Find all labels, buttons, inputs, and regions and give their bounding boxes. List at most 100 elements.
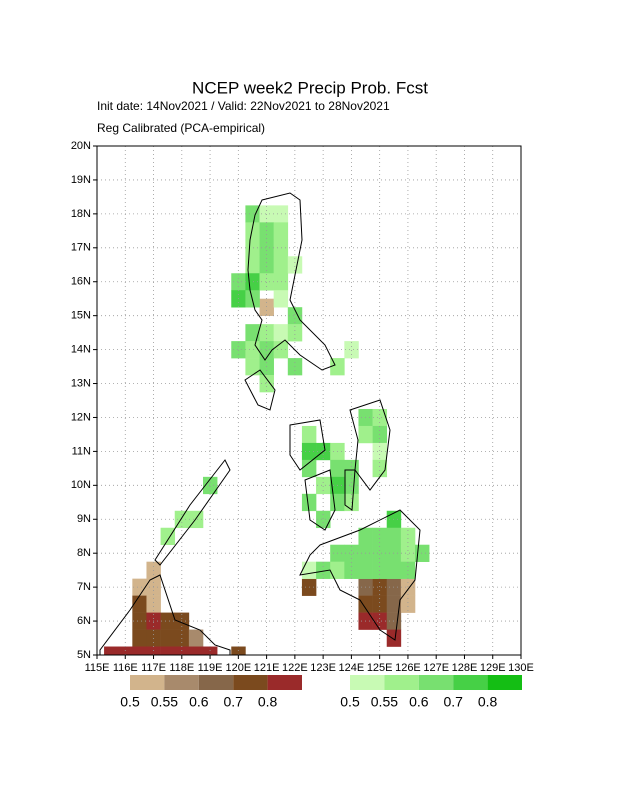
prob-cell xyxy=(386,527,402,546)
prob-cell xyxy=(259,324,274,342)
prob-cell xyxy=(259,341,274,359)
prob-cell xyxy=(372,612,388,630)
prob-cell xyxy=(316,510,331,529)
y-tick-label: 19N xyxy=(71,174,91,186)
prob-cell xyxy=(259,273,274,291)
y-tick-label: 7N xyxy=(77,581,91,593)
prob-cell xyxy=(287,307,303,325)
prob-cell xyxy=(301,425,317,444)
prob-cell xyxy=(259,375,274,393)
y-tick-label: 20N xyxy=(71,140,91,152)
colorbar-label: 0.8 xyxy=(258,694,278,710)
colorbar-swatch xyxy=(233,675,268,690)
prob-cell xyxy=(358,561,373,579)
plot-frame xyxy=(96,145,522,656)
prob-cell xyxy=(160,612,176,630)
prob-cell xyxy=(104,646,119,655)
y-tick-label: 5N xyxy=(77,649,91,661)
prob-cell xyxy=(372,442,388,461)
colorbars: 0.5 0.55 0.6 0.7 0.8 0.5 0.55 0.6 0.7 0.8 xyxy=(120,675,522,710)
x-tick-label: 120E xyxy=(225,662,251,674)
y-tick-label: 15N xyxy=(71,310,91,322)
prob-cell xyxy=(160,646,176,655)
colorbar-swatch xyxy=(384,675,419,690)
prob-cell xyxy=(259,298,274,316)
colorbar-label: 0.55 xyxy=(151,694,178,710)
colorbar-swatch xyxy=(164,675,199,690)
prob-cell xyxy=(273,273,289,291)
x-tick-label: 129E xyxy=(480,662,506,674)
x-tick-label: 118E xyxy=(169,662,194,674)
prob-cell xyxy=(358,527,373,546)
prob-cell xyxy=(273,205,289,223)
y-tick-label: 17N xyxy=(71,242,91,254)
prob-cell xyxy=(160,527,176,546)
y-tick-label: 13N xyxy=(71,377,91,389)
x-tick-label: 130E xyxy=(508,662,534,674)
prob-cell xyxy=(231,273,246,291)
colorbar-label: 0.5 xyxy=(120,694,140,710)
x-tick-label: 123E xyxy=(310,662,336,674)
grid: 115E 116E 117E 118E 119E 120E 121E 122E 123E 124E… xyxy=(71,140,534,674)
y-tick-label: 12N xyxy=(71,411,91,423)
x-tick-label: 125E xyxy=(367,662,393,674)
y-tick-label: 11N xyxy=(72,445,91,457)
prob-cell xyxy=(146,595,161,613)
x-tick-label: 124E xyxy=(339,662,365,674)
prob-cell xyxy=(287,256,303,274)
prob-cell xyxy=(287,324,303,342)
x-tick-label: 115E xyxy=(85,662,110,674)
prob-cell xyxy=(330,493,345,512)
x-tick-label: 116E xyxy=(113,662,138,674)
x-tick-label: 127E xyxy=(423,662,449,674)
coastline xyxy=(299,509,421,641)
coastline xyxy=(344,469,356,511)
prob-cell xyxy=(132,595,147,613)
prob-cell xyxy=(273,290,289,308)
prob-cell xyxy=(273,256,289,274)
colorbar-label: 0.55 xyxy=(371,694,398,710)
prob-cell xyxy=(245,341,260,359)
prob-cell xyxy=(344,476,359,495)
prob-cell xyxy=(245,358,260,376)
y-tick-label: 6N xyxy=(77,615,91,627)
colorbar-label: 0.7 xyxy=(443,694,463,710)
y-tick-label: 18N xyxy=(71,208,91,220)
coastlines xyxy=(99,192,421,655)
prob-cell xyxy=(344,341,359,359)
prob-cell xyxy=(188,629,204,647)
prob-cell xyxy=(259,256,274,274)
y-tick-label: 14N xyxy=(71,344,91,356)
prob-cell xyxy=(372,544,388,562)
prob-cell xyxy=(132,612,147,630)
subtitle: Init date: 14Nov2021 / Valid: 22Nov2021 … xyxy=(97,99,390,113)
prob-cell xyxy=(259,239,274,257)
prob-cell xyxy=(386,561,402,579)
x-tick-label: 126E xyxy=(395,662,421,674)
y-tick-label: 10N xyxy=(71,479,91,491)
prob-cell xyxy=(301,561,317,579)
coastline xyxy=(247,192,336,371)
prob-cell xyxy=(160,629,176,647)
y-tick-label: 16N xyxy=(71,276,91,288)
colorbar-swatch xyxy=(418,675,454,690)
prob-cell xyxy=(358,595,373,613)
colorbar-label: 0.7 xyxy=(223,694,243,710)
prob-cell xyxy=(400,527,416,546)
prob-cell xyxy=(132,629,147,647)
colorbar-swatch xyxy=(350,675,385,690)
y-tick-label: 8N xyxy=(77,547,91,559)
prob-cell xyxy=(301,459,317,478)
x-tick-label: 128E xyxy=(452,662,478,674)
prob-cell xyxy=(358,425,373,444)
prob-cell xyxy=(415,544,430,562)
colorbar-label: 0.6 xyxy=(189,694,209,710)
prob-cell xyxy=(273,324,289,342)
x-tick-label: 117E xyxy=(141,662,166,674)
prob-cell xyxy=(330,459,345,478)
prob-cell xyxy=(386,629,402,647)
prob-cell xyxy=(273,222,289,240)
prob-cell xyxy=(372,408,388,427)
prob-cell xyxy=(188,646,204,655)
